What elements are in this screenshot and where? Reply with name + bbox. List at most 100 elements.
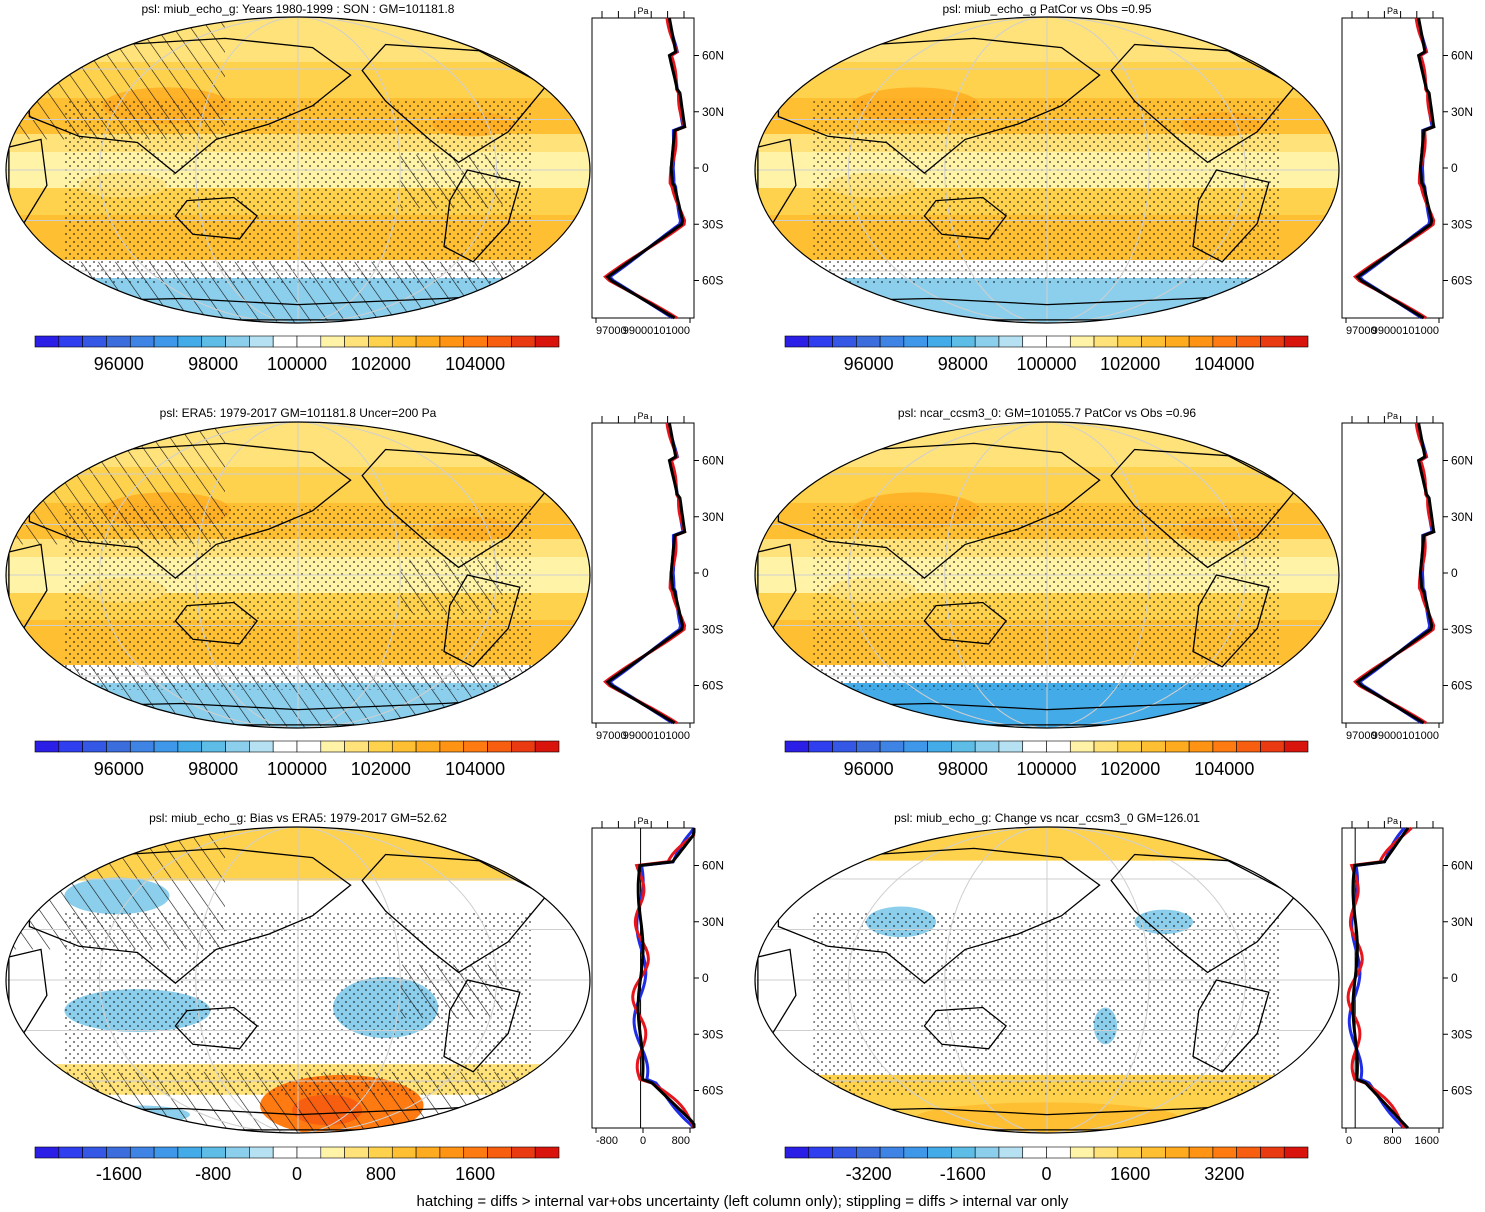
panel-5-colorbar-label-0: -1600 <box>96 1164 142 1184</box>
panel-2-lat-tick-3: 30S <box>1451 217 1472 231</box>
panel-4-profile-frame <box>1341 422 1444 724</box>
panel-1-profile-xtick-0: 97000 <box>596 325 627 337</box>
panel-3-colorbar <box>34 740 560 753</box>
panel-1-lat-tick-3: 30S <box>702 217 723 231</box>
panel-5-profile-blue-line <box>632 827 696 1130</box>
panel-3-colorbar-swatch <box>415 740 441 753</box>
panel-3-colorbar-swatch <box>249 740 274 753</box>
panel-1-colorbar-swatch <box>487 335 512 348</box>
panel-4-colorbar-swatch <box>927 740 952 753</box>
panel-1-colorbar-swatch <box>463 335 488 348</box>
panel-3-lat-tick-0: 60N <box>702 454 724 468</box>
panel-6-lat-tick-0: 60N <box>1451 859 1473 873</box>
panel-4-colorbar-swatch <box>808 740 833 753</box>
panel-5-title: psl: miub_echo_g: Bias vs ERA5: 1979-201… <box>149 811 447 825</box>
panel-5-colorbar-swatch <box>34 1146 60 1159</box>
panel-4-profile-black-line <box>1355 422 1436 725</box>
panel-3-colorbar-swatch <box>153 740 179 753</box>
panel-2-lat-tick-0: 60N <box>1451 49 1473 63</box>
panel-4-profile-xtick-0: 97000 <box>1346 730 1377 742</box>
panel-2-colorbar-swatch <box>927 335 952 348</box>
panel-6-colorbar-swatch <box>1022 1146 1047 1159</box>
panel-2-map-outline <box>754 16 1340 324</box>
panel-1-colorbar-swatch <box>58 335 83 348</box>
panel-5-colorbar-label-2: 0 <box>292 1164 302 1184</box>
panel-6-lat-tick-1: 30N <box>1451 915 1473 929</box>
panel-5-colorbar-label-1: -800 <box>195 1164 231 1184</box>
panel-5-profile-xtick-2: 800 <box>672 1135 690 1147</box>
panel-1-profile-black-line <box>605 17 687 320</box>
panel-4-lat-tick-0: 60N <box>1451 454 1473 468</box>
panel-3-profile-frame <box>591 422 695 724</box>
panel-5-profile-xtick-1: 0 <box>640 1135 646 1147</box>
panel-5-lat-tick-2: 0 <box>702 971 709 985</box>
panel-3-colorbar-swatch <box>225 740 250 753</box>
panel-2-colorbar-label-2: 100000 <box>1016 354 1076 374</box>
panel-5-field <box>6 827 590 1133</box>
panel-5-colorbar-swatch <box>153 1146 179 1159</box>
panel-4-colorbar-swatch <box>1236 740 1261 753</box>
panel-1-lat-tick-2: 0 <box>702 161 709 175</box>
panel-2-profile-xtick-1: 99000101000 <box>1372 325 1439 337</box>
panel-2-colorbar-swatch <box>832 335 857 348</box>
panel-2-colorbar-label-1: 98000 <box>938 354 988 374</box>
panel-6-profile-unit: Pa <box>1387 816 1398 826</box>
panel-5-colorbar-swatch <box>534 1146 560 1159</box>
panel-2-colorbar-swatch <box>1260 335 1285 348</box>
panel-6-colorbar-swatch <box>1283 1146 1309 1159</box>
panel-4-lat-tick-3: 30S <box>1451 622 1472 636</box>
panel-5-colorbar-swatch <box>344 1146 369 1159</box>
panel-4-map-outline <box>754 421 1340 729</box>
panel-4-lat-tick-1: 30N <box>1451 510 1473 524</box>
panel-3-colorbar-swatch <box>391 740 417 753</box>
panel-5-profile-black-line <box>636 828 696 1128</box>
panel-1-colorbar-swatch <box>511 335 536 348</box>
panel-2-lat-tick-4: 60S <box>1451 274 1472 288</box>
panel-2-colorbar-swatch <box>1188 335 1214 348</box>
panel-2-colorbar-swatch <box>903 335 928 348</box>
panel-6-title: psl: miub_echo_g: Change vs ncar_ccsm3_0… <box>894 811 1200 825</box>
panel-3-lat-tick-1: 30N <box>702 510 724 524</box>
panel-1-colorbar-swatch <box>320 335 345 348</box>
panel-6-colorbar-swatch <box>1117 1146 1142 1159</box>
panel-3-colorbar-swatch <box>463 740 488 753</box>
panel-3-colorbar-swatch <box>201 740 226 753</box>
panel-2-colorbar-swatch <box>1093 335 1119 348</box>
panel-1-colorbar-swatch <box>249 335 274 348</box>
panel-4-colorbar-swatch <box>832 740 857 753</box>
panel-1-graticule <box>6 17 590 323</box>
panel-4-graticule <box>755 422 1339 728</box>
panel-2-colorbar-label-3: 102000 <box>1100 354 1160 374</box>
panel-1-colorbar-swatch <box>177 335 203 348</box>
panel-6-colorbar-swatch <box>1212 1146 1237 1159</box>
panel-3-colorbar-swatch <box>82 740 107 753</box>
panel-2: psl: miub_echo_g PatCor vs Obs =0.95 Pa 97… <box>754 2 1473 374</box>
panel-2-colorbar-swatch <box>974 335 1000 348</box>
panel-4-colorbar-swatch <box>1117 740 1142 753</box>
panel-1-lat-tick-0: 60N <box>702 49 724 63</box>
panel-1-profile-xtick-1: 99000101000 <box>623 325 690 337</box>
panel-2-colorbar-swatch <box>1117 335 1142 348</box>
panel-2-colorbar-label-0: 96000 <box>844 354 894 374</box>
panel-5-colorbar-swatch <box>511 1146 536 1159</box>
panel-2-graticule <box>755 17 1339 323</box>
panel-3-colorbar-swatch <box>296 740 322 753</box>
panel-1-colorbar-swatch <box>439 335 465 348</box>
panel-4-colorbar-swatch <box>1046 740 1071 753</box>
panel-5-lat-tick-3: 30S <box>702 1027 723 1041</box>
panel-6-profile-xtick-2: 1600 <box>1415 1135 1439 1147</box>
panel-6-colorbar-swatch <box>879 1146 905 1159</box>
panel-5-profile-unit: Pa <box>637 816 648 826</box>
panel-6-colorbar-swatch <box>1093 1146 1119 1159</box>
panel-6-colorbar-label-0: -3200 <box>846 1164 892 1184</box>
panel-2-profile-xtick-0: 97000 <box>1346 325 1377 337</box>
panel-3-lat-tick-2: 0 <box>702 566 709 580</box>
panel-6-profile-black-line <box>1351 827 1410 1130</box>
panel-6-colorbar-label-4: 3200 <box>1204 1164 1244 1184</box>
panel-2-lat-tick-1: 30N <box>1451 105 1473 119</box>
panel-5-colorbar <box>34 1146 560 1159</box>
panel-4-colorbar-swatch <box>1188 740 1214 753</box>
panel-5-profile-xtick-0: -800 <box>596 1135 618 1147</box>
panel-1-colorbar-label-1: 98000 <box>188 354 238 374</box>
panel-1-colorbar-swatch <box>534 335 560 348</box>
